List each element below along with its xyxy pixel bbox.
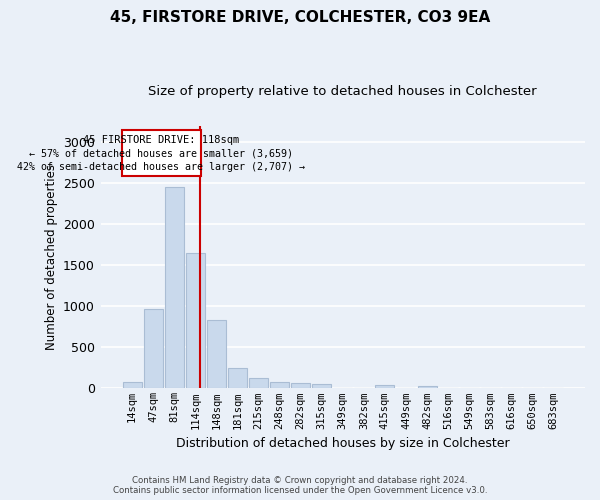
Text: 42% of semi-detached houses are larger (2,707) →: 42% of semi-detached houses are larger (… [17, 162, 305, 172]
Y-axis label: Number of detached properties: Number of detached properties [44, 164, 58, 350]
Title: Size of property relative to detached houses in Colchester: Size of property relative to detached ho… [148, 85, 537, 98]
Text: 45, FIRSTORE DRIVE, COLCHESTER, CO3 9EA: 45, FIRSTORE DRIVE, COLCHESTER, CO3 9EA [110, 10, 490, 25]
Text: Contains HM Land Registry data © Crown copyright and database right 2024.
Contai: Contains HM Land Registry data © Crown c… [113, 476, 487, 495]
Bar [249, 378, 268, 388]
FancyBboxPatch shape [122, 130, 202, 176]
Text: ← 57% of detached houses are smaller (3,659): ← 57% of detached houses are smaller (3,… [29, 148, 293, 158]
Bar [228, 368, 247, 388]
Bar [418, 386, 437, 388]
X-axis label: Distribution of detached houses by size in Colchester: Distribution of detached houses by size … [176, 437, 509, 450]
Bar [207, 320, 226, 388]
Bar [165, 187, 184, 388]
Bar [143, 308, 163, 388]
Text: 45 FIRSTORE DRIVE: 118sqm: 45 FIRSTORE DRIVE: 118sqm [83, 134, 239, 144]
Bar [291, 384, 310, 388]
Bar [376, 385, 394, 388]
Bar [270, 382, 289, 388]
Bar [186, 253, 205, 388]
Bar [312, 384, 331, 388]
Bar [122, 382, 142, 388]
